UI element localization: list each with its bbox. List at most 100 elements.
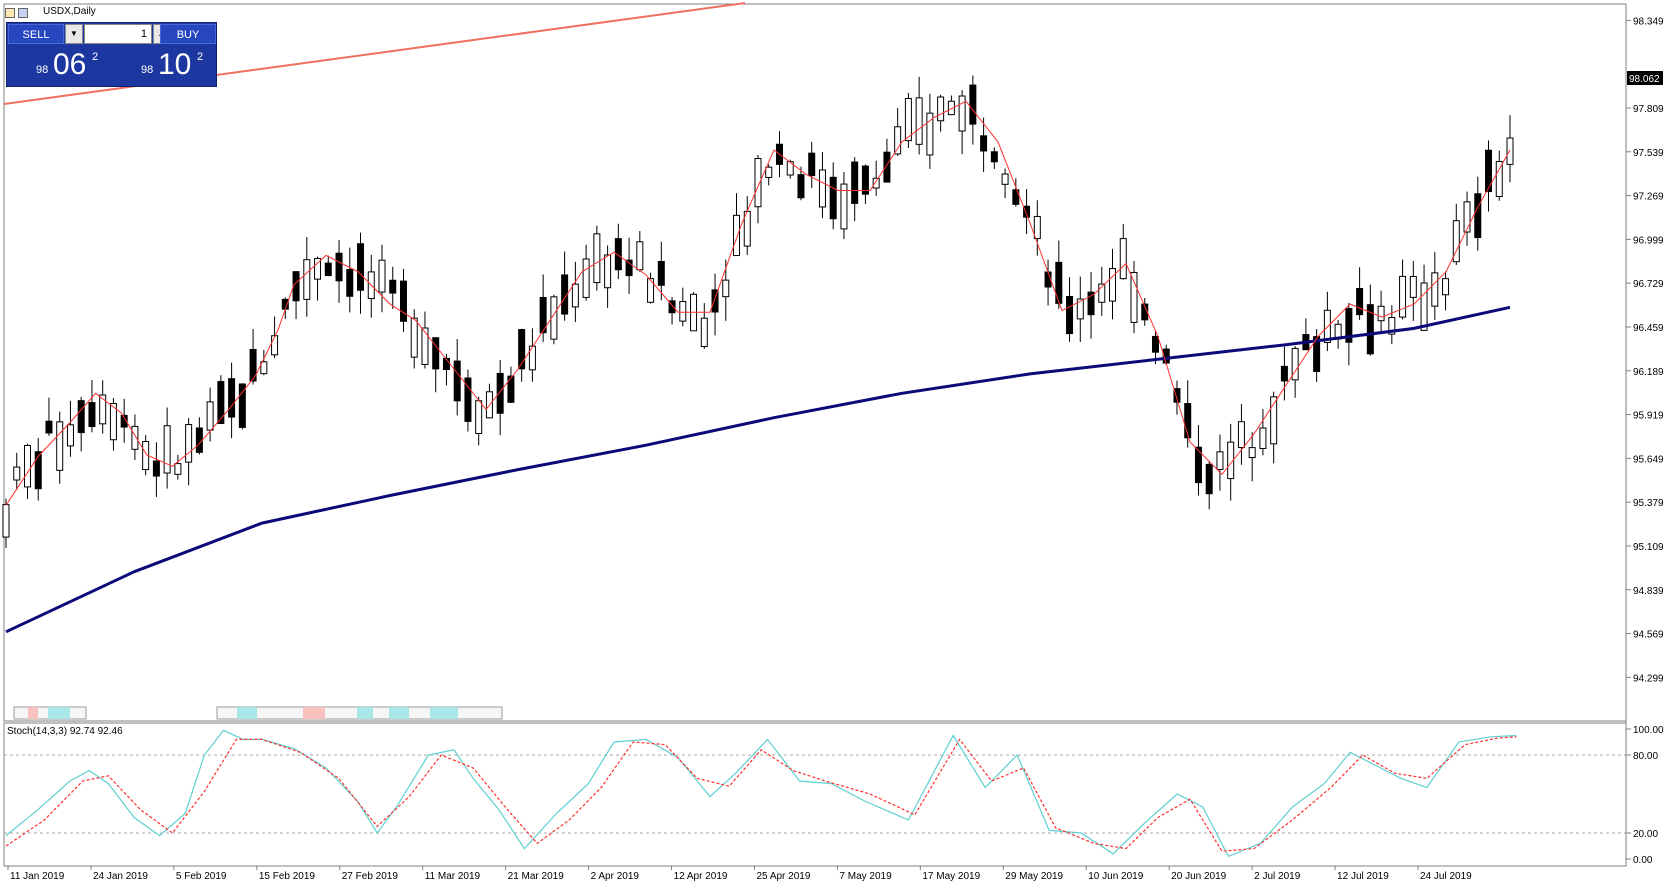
candle-body	[1409, 275, 1417, 298]
candle-body	[582, 258, 590, 298]
candle-body	[1485, 149, 1493, 193]
price-tick-label: 94.839	[1633, 586, 1664, 597]
candle-body	[2, 504, 10, 538]
candle-body	[228, 378, 236, 418]
candle-body	[1076, 298, 1084, 320]
candle-body	[432, 337, 440, 370]
candle-body	[915, 97, 923, 145]
timeline-tags-left	[13, 706, 87, 720]
candle-body	[23, 444, 31, 488]
timeline-tags-right	[216, 706, 503, 720]
candle-body	[1377, 305, 1385, 322]
symbol-icon[interactable]	[18, 8, 28, 18]
date-tick-label: 24 Jan 2019	[93, 871, 148, 882]
date-tick-label: 5 Feb 2019	[176, 871, 227, 882]
candle-body	[969, 84, 977, 125]
candle-body	[1066, 296, 1074, 335]
main-chart-frame	[3, 3, 1627, 722]
window-icons[interactable]	[5, 5, 39, 18]
sell-button[interactable]: SELL	[8, 24, 64, 44]
candle-body	[1399, 275, 1407, 318]
candle-body	[66, 424, 74, 447]
date-tick-label: 12 Jul 2019	[1337, 871, 1389, 882]
date-tick-label: 21 Mar 2019	[508, 871, 565, 882]
candle-body	[733, 214, 741, 257]
candle-body	[1248, 447, 1256, 459]
candle-body	[496, 372, 504, 414]
candle-body	[1259, 427, 1267, 449]
candle-body	[636, 241, 644, 271]
candle-body	[378, 259, 386, 293]
candle-body	[1506, 137, 1514, 165]
price-tick-label: 98.349	[1633, 16, 1664, 27]
candle-body	[77, 400, 85, 434]
candle-body	[206, 401, 214, 431]
candle-body	[238, 383, 246, 428]
candle-body	[303, 259, 311, 300]
candle-body	[894, 126, 902, 155]
candle-body	[314, 258, 322, 280]
candle-body	[883, 151, 891, 183]
candle-body	[475, 400, 483, 434]
candle-body	[657, 260, 665, 286]
candle-body	[1291, 347, 1299, 381]
volume-input[interactable]: 1	[84, 24, 152, 44]
date-tick-label: 10 Jun 2019	[1088, 871, 1143, 882]
candle-body	[754, 158, 762, 208]
date-axis: 11 Jan 2019 24 Jan 2019 5 Feb 2019 15 Feb 2…	[7, 866, 1472, 882]
candle-body	[1055, 261, 1063, 304]
stoch-frame	[3, 722, 1627, 867]
candle-body	[668, 300, 676, 314]
candle-body	[399, 280, 407, 322]
candle-body	[1033, 215, 1041, 240]
candle-body	[109, 403, 117, 441]
candle-body	[410, 317, 418, 358]
candle-body	[797, 174, 805, 199]
candle-body	[722, 279, 730, 298]
stoch-tick-label: 0.00	[1633, 855, 1653, 866]
volume-dropdown-icon[interactable]: ▼	[65, 24, 83, 44]
date-tick-label: 2 Jul 2019	[1254, 871, 1301, 882]
candle-body	[1356, 288, 1364, 316]
candle-body	[1452, 220, 1460, 263]
one-click-trading-panel: SELL ▼ 1 ▲ BUY 98 06 2 98 10 2	[6, 22, 217, 87]
candle-body	[324, 262, 332, 277]
candle-body	[99, 394, 107, 425]
candle-body	[185, 424, 193, 463]
bid-price-button[interactable]: 98 06 2	[8, 45, 111, 86]
candle-body	[1012, 189, 1020, 205]
candle-body	[904, 97, 912, 142]
candle-body	[1098, 283, 1106, 303]
candle-body	[1420, 282, 1428, 331]
price-tick-label: 94.299	[1633, 673, 1664, 684]
candle-body	[958, 95, 966, 132]
date-tick-label: 11 Mar 2019	[425, 871, 481, 882]
candle-body	[861, 165, 869, 195]
candle-body	[357, 243, 365, 291]
candle-body	[1023, 205, 1031, 218]
candle-body	[1366, 304, 1374, 355]
price-tick-label: 97.809	[1633, 104, 1664, 115]
candle-body	[711, 289, 719, 313]
buy-button[interactable]: BUY	[160, 24, 216, 44]
date-tick-label: 11 Jan 2019	[10, 871, 65, 882]
candle-body	[1130, 271, 1138, 323]
candle-body	[13, 466, 21, 481]
candle-body	[571, 283, 579, 308]
ask-price-button[interactable]: 98 10 2	[113, 45, 216, 86]
candle-body	[389, 279, 397, 294]
candle-body	[346, 268, 354, 297]
candle-body	[1087, 291, 1095, 316]
candle-body	[818, 169, 826, 208]
trendline[interactable]	[3, 2, 746, 105]
candle-body	[1194, 446, 1202, 484]
candle-body	[561, 274, 569, 315]
candle-body	[808, 152, 816, 177]
stoch-tick-label: 80.00	[1633, 751, 1658, 762]
chart-icon[interactable]	[5, 8, 15, 18]
candle-body	[550, 296, 558, 340]
price-tick-label: 95.109	[1633, 542, 1664, 553]
candle-body	[518, 329, 526, 370]
candle-body	[260, 361, 268, 375]
